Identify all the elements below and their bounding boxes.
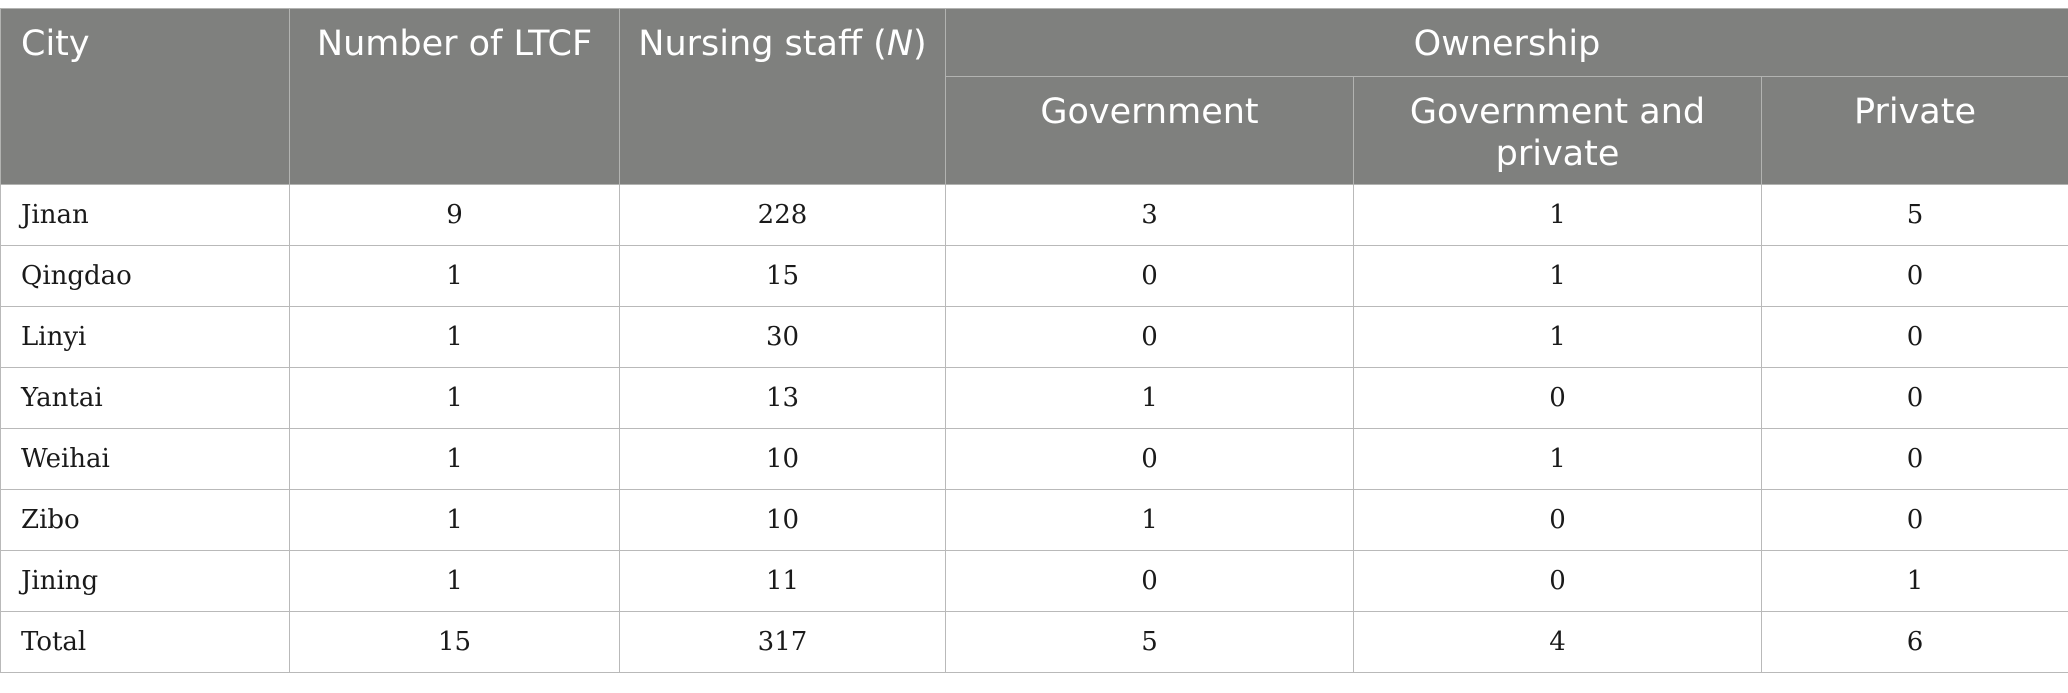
- header-nursing-staff: Nursing staff (N): [619, 8, 946, 185]
- header-government: Government: [945, 76, 1354, 185]
- header-nursing-staff-prefix: Nursing staff (: [638, 24, 887, 64]
- cell-private: 0: [1761, 489, 2068, 551]
- table-row: Zibo 1 10 1 0 0: [0, 489, 2068, 551]
- cell-private: 1: [1761, 550, 2068, 612]
- cell-private: 0: [1761, 428, 2068, 490]
- cell-government-and-private: 1: [1353, 184, 1762, 246]
- cell-ltcf: 15: [289, 611, 620, 673]
- cell-ltcf: 1: [289, 245, 620, 307]
- cell-private: 6: [1761, 611, 2068, 673]
- cell-private: 0: [1761, 367, 2068, 429]
- header-nursing-staff-variable: N: [886, 24, 914, 64]
- header-city: City: [0, 8, 290, 185]
- header-government-and-private: Government and private: [1353, 76, 1762, 185]
- cell-government: 0: [945, 245, 1354, 307]
- cell-government: 0: [945, 550, 1354, 612]
- cell-staff: 13: [619, 367, 946, 429]
- cell-private: 0: [1761, 306, 2068, 368]
- cell-ltcf: 1: [289, 367, 620, 429]
- cell-ltcf: 1: [289, 550, 620, 612]
- table-body: Jinan 9 228 3 1 5 Qingdao 1 15 0 1 0 Lin…: [0, 184, 2068, 673]
- cell-staff: 15: [619, 245, 946, 307]
- cell-government: 3: [945, 184, 1354, 246]
- table-row: Qingdao 1 15 0 1 0: [0, 245, 2068, 307]
- cell-government-and-private: 1: [1353, 428, 1762, 490]
- table-row: Weihai 1 10 0 1 0: [0, 428, 2068, 490]
- cell-government: 1: [945, 367, 1354, 429]
- cell-government: 0: [945, 306, 1354, 368]
- cell-government-and-private: 4: [1353, 611, 1762, 673]
- cell-staff: 10: [619, 489, 946, 551]
- table-row: Linyi 1 30 0 1 0: [0, 306, 2068, 368]
- ltcf-table: City Number of LTCF Nursing staff (N) Ow…: [0, 8, 2068, 673]
- table-header: City Number of LTCF Nursing staff (N) Ow…: [0, 8, 2068, 185]
- cell-city: Yantai: [0, 367, 290, 429]
- cell-staff: 30: [619, 306, 946, 368]
- cell-government: 1: [945, 489, 1354, 551]
- cell-government-and-private: 0: [1353, 550, 1762, 612]
- table-row-total: Total 15 317 5 4 6: [0, 611, 2068, 673]
- cell-staff: 10: [619, 428, 946, 490]
- header-private: Private: [1761, 76, 2068, 185]
- cell-city: Zibo: [0, 489, 290, 551]
- cell-private: 5: [1761, 184, 2068, 246]
- cell-ltcf: 1: [289, 489, 620, 551]
- header-ownership: Ownership: [945, 8, 2068, 77]
- cell-ltcf: 1: [289, 306, 620, 368]
- header-nursing-staff-suffix: ): [913, 24, 927, 64]
- cell-staff: 317: [619, 611, 946, 673]
- cell-city: Linyi: [0, 306, 290, 368]
- cell-city: Jining: [0, 550, 290, 612]
- cell-staff: 228: [619, 184, 946, 246]
- cell-staff: 11: [619, 550, 946, 612]
- table-row: Yantai 1 13 1 0 0: [0, 367, 2068, 429]
- cell-private: 0: [1761, 245, 2068, 307]
- cell-ltcf: 1: [289, 428, 620, 490]
- cell-city: Weihai: [0, 428, 290, 490]
- cell-government: 0: [945, 428, 1354, 490]
- cell-ltcf: 9: [289, 184, 620, 246]
- cell-government: 5: [945, 611, 1354, 673]
- cell-government-and-private: 0: [1353, 489, 1762, 551]
- cell-government-and-private: 1: [1353, 306, 1762, 368]
- cell-government-and-private: 0: [1353, 367, 1762, 429]
- table-row: Jinan 9 228 3 1 5: [0, 184, 2068, 246]
- cell-city: Jinan: [0, 184, 290, 246]
- table-row: Jining 1 11 0 0 1: [0, 550, 2068, 612]
- cell-city: Total: [0, 611, 290, 673]
- header-number-of-ltcf: Number of LTCF: [289, 8, 620, 185]
- cell-government-and-private: 1: [1353, 245, 1762, 307]
- cell-city: Qingdao: [0, 245, 290, 307]
